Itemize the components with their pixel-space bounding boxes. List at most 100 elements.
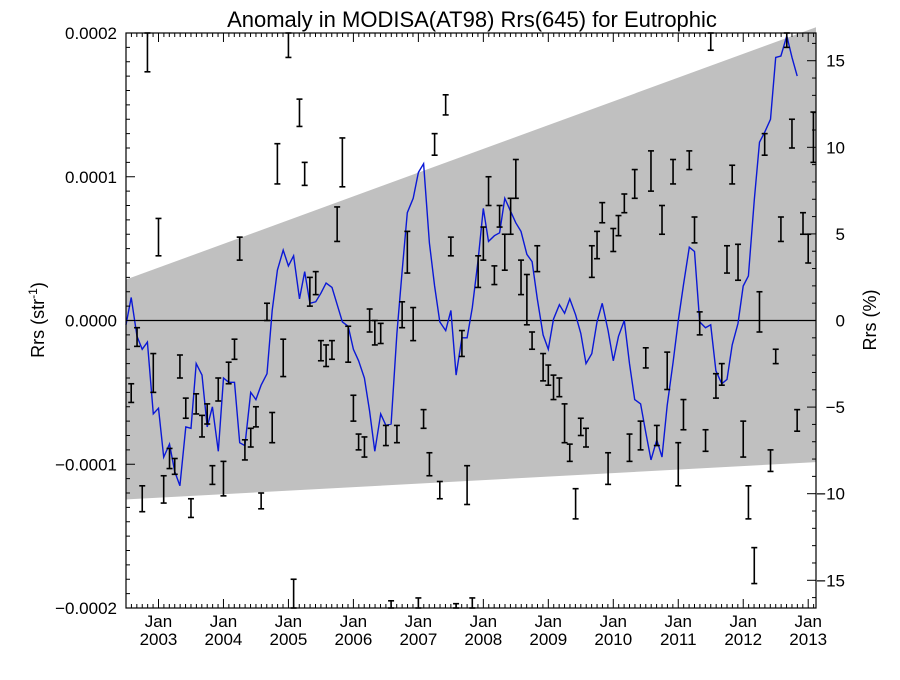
error-bar xyxy=(399,301,406,329)
error-bar xyxy=(306,276,313,307)
error-bar xyxy=(139,485,146,513)
error-bar xyxy=(507,197,514,236)
error-bar xyxy=(464,464,471,506)
error-bar xyxy=(512,158,519,200)
error-bar xyxy=(350,394,357,422)
error-bar xyxy=(659,204,666,236)
x-tick-label-year: 2011 xyxy=(660,630,697,649)
y-axis-left-label-close: ) xyxy=(28,282,48,288)
error-bar xyxy=(610,227,617,253)
error-bar xyxy=(215,377,222,402)
error-bar xyxy=(800,211,807,236)
error-bar xyxy=(166,447,173,470)
error-bar xyxy=(393,424,400,444)
error-bar xyxy=(496,204,503,228)
error-bar xyxy=(182,397,189,420)
error-bar xyxy=(204,403,211,425)
chart-title: Anomaly in MODISA(AT98) Rrs(645) for Eut… xyxy=(227,7,717,32)
error-bar xyxy=(621,193,628,214)
error-bar xyxy=(269,411,276,444)
x-tick-label-year: 2003 xyxy=(140,630,178,649)
x-tick-label-month: Jan xyxy=(730,612,757,631)
error-bar xyxy=(274,142,281,185)
y-tick-label-right: −5 xyxy=(826,398,845,417)
error-bar xyxy=(134,326,141,348)
error-bar xyxy=(171,457,178,476)
error-bar xyxy=(534,244,541,273)
x-tick-label-month: Jan xyxy=(340,612,367,631)
error-bar xyxy=(301,161,308,187)
error-bar xyxy=(317,339,324,362)
y-tick-label-right: 5 xyxy=(836,225,845,244)
uncertainty-envelope xyxy=(126,27,816,500)
error-bar xyxy=(540,352,547,382)
error-bar xyxy=(518,259,525,296)
error-bar xyxy=(599,201,606,224)
error-bar xyxy=(410,306,417,342)
error-bar xyxy=(594,230,601,260)
error-bar xyxy=(529,331,536,351)
error-bar xyxy=(523,273,530,326)
x-tick-label-year: 2008 xyxy=(464,630,502,649)
x-tick-label-month: Jan xyxy=(665,612,692,631)
error-bar xyxy=(653,424,660,447)
error-bar xyxy=(561,403,568,444)
y-axis-right: 15 10 5 0 −5 −10 −15 xyxy=(807,42,845,599)
error-bar xyxy=(187,497,194,519)
error-bar xyxy=(150,352,157,394)
error-bar xyxy=(280,338,287,378)
error-bar xyxy=(312,270,319,296)
error-bar xyxy=(501,233,508,271)
y-axis-left-label-text: Rrs (str xyxy=(28,299,48,358)
error-bar xyxy=(296,98,303,128)
x-tick-label-year: 2006 xyxy=(334,630,372,649)
x-tick-label-year: 2004 xyxy=(205,630,243,649)
error-bar xyxy=(751,546,758,585)
error-bar xyxy=(712,372,719,399)
error-bar xyxy=(729,164,736,185)
error-bar xyxy=(788,118,795,149)
error-bar xyxy=(745,485,752,520)
y-tick-label-left: 0.0000 xyxy=(65,312,117,331)
error-bar xyxy=(334,206,341,243)
error-bar xyxy=(686,150,693,171)
y-tick-label-left: −0.0001 xyxy=(55,455,117,474)
error-bar xyxy=(577,417,584,437)
error-bar xyxy=(355,433,362,451)
x-tick-label-year: 2010 xyxy=(594,630,632,649)
x-tick-label-month: Jan xyxy=(275,612,302,631)
error-bar xyxy=(361,436,368,458)
error-bar xyxy=(382,424,389,447)
y-tick-label-right: 0 xyxy=(836,312,845,331)
error-bar xyxy=(404,230,411,274)
error-bar xyxy=(144,32,151,73)
error-bar xyxy=(572,487,579,520)
error-bar xyxy=(696,311,703,336)
error-bar xyxy=(756,290,763,333)
error-bar xyxy=(377,322,384,345)
error-bar xyxy=(371,319,378,346)
error-bar xyxy=(702,428,709,453)
error-bar xyxy=(675,441,682,487)
x-tick-label-year: 2009 xyxy=(529,630,567,649)
x-tick-label-year: 2013 xyxy=(789,630,827,649)
x-tick-label-month: Jan xyxy=(600,612,627,631)
error-bar xyxy=(556,377,563,398)
error-bar xyxy=(566,443,573,463)
x-tick-label-month: Jan xyxy=(535,612,562,631)
error-bar xyxy=(691,216,698,244)
error-bar xyxy=(247,427,254,448)
y-axis-left-label-sup: -1 xyxy=(26,288,40,299)
error-bar xyxy=(718,362,725,386)
error-bar xyxy=(767,449,774,473)
error-bar xyxy=(339,137,346,188)
error-bar xyxy=(647,150,654,192)
error-bar xyxy=(323,344,330,368)
error-bar xyxy=(491,265,498,286)
x-tick-label-year: 2005 xyxy=(270,630,308,649)
y-axis-right-label: Rrs (%) xyxy=(860,290,880,351)
error-bar xyxy=(583,427,589,448)
error-bar xyxy=(545,364,552,386)
error-bar xyxy=(128,382,135,404)
